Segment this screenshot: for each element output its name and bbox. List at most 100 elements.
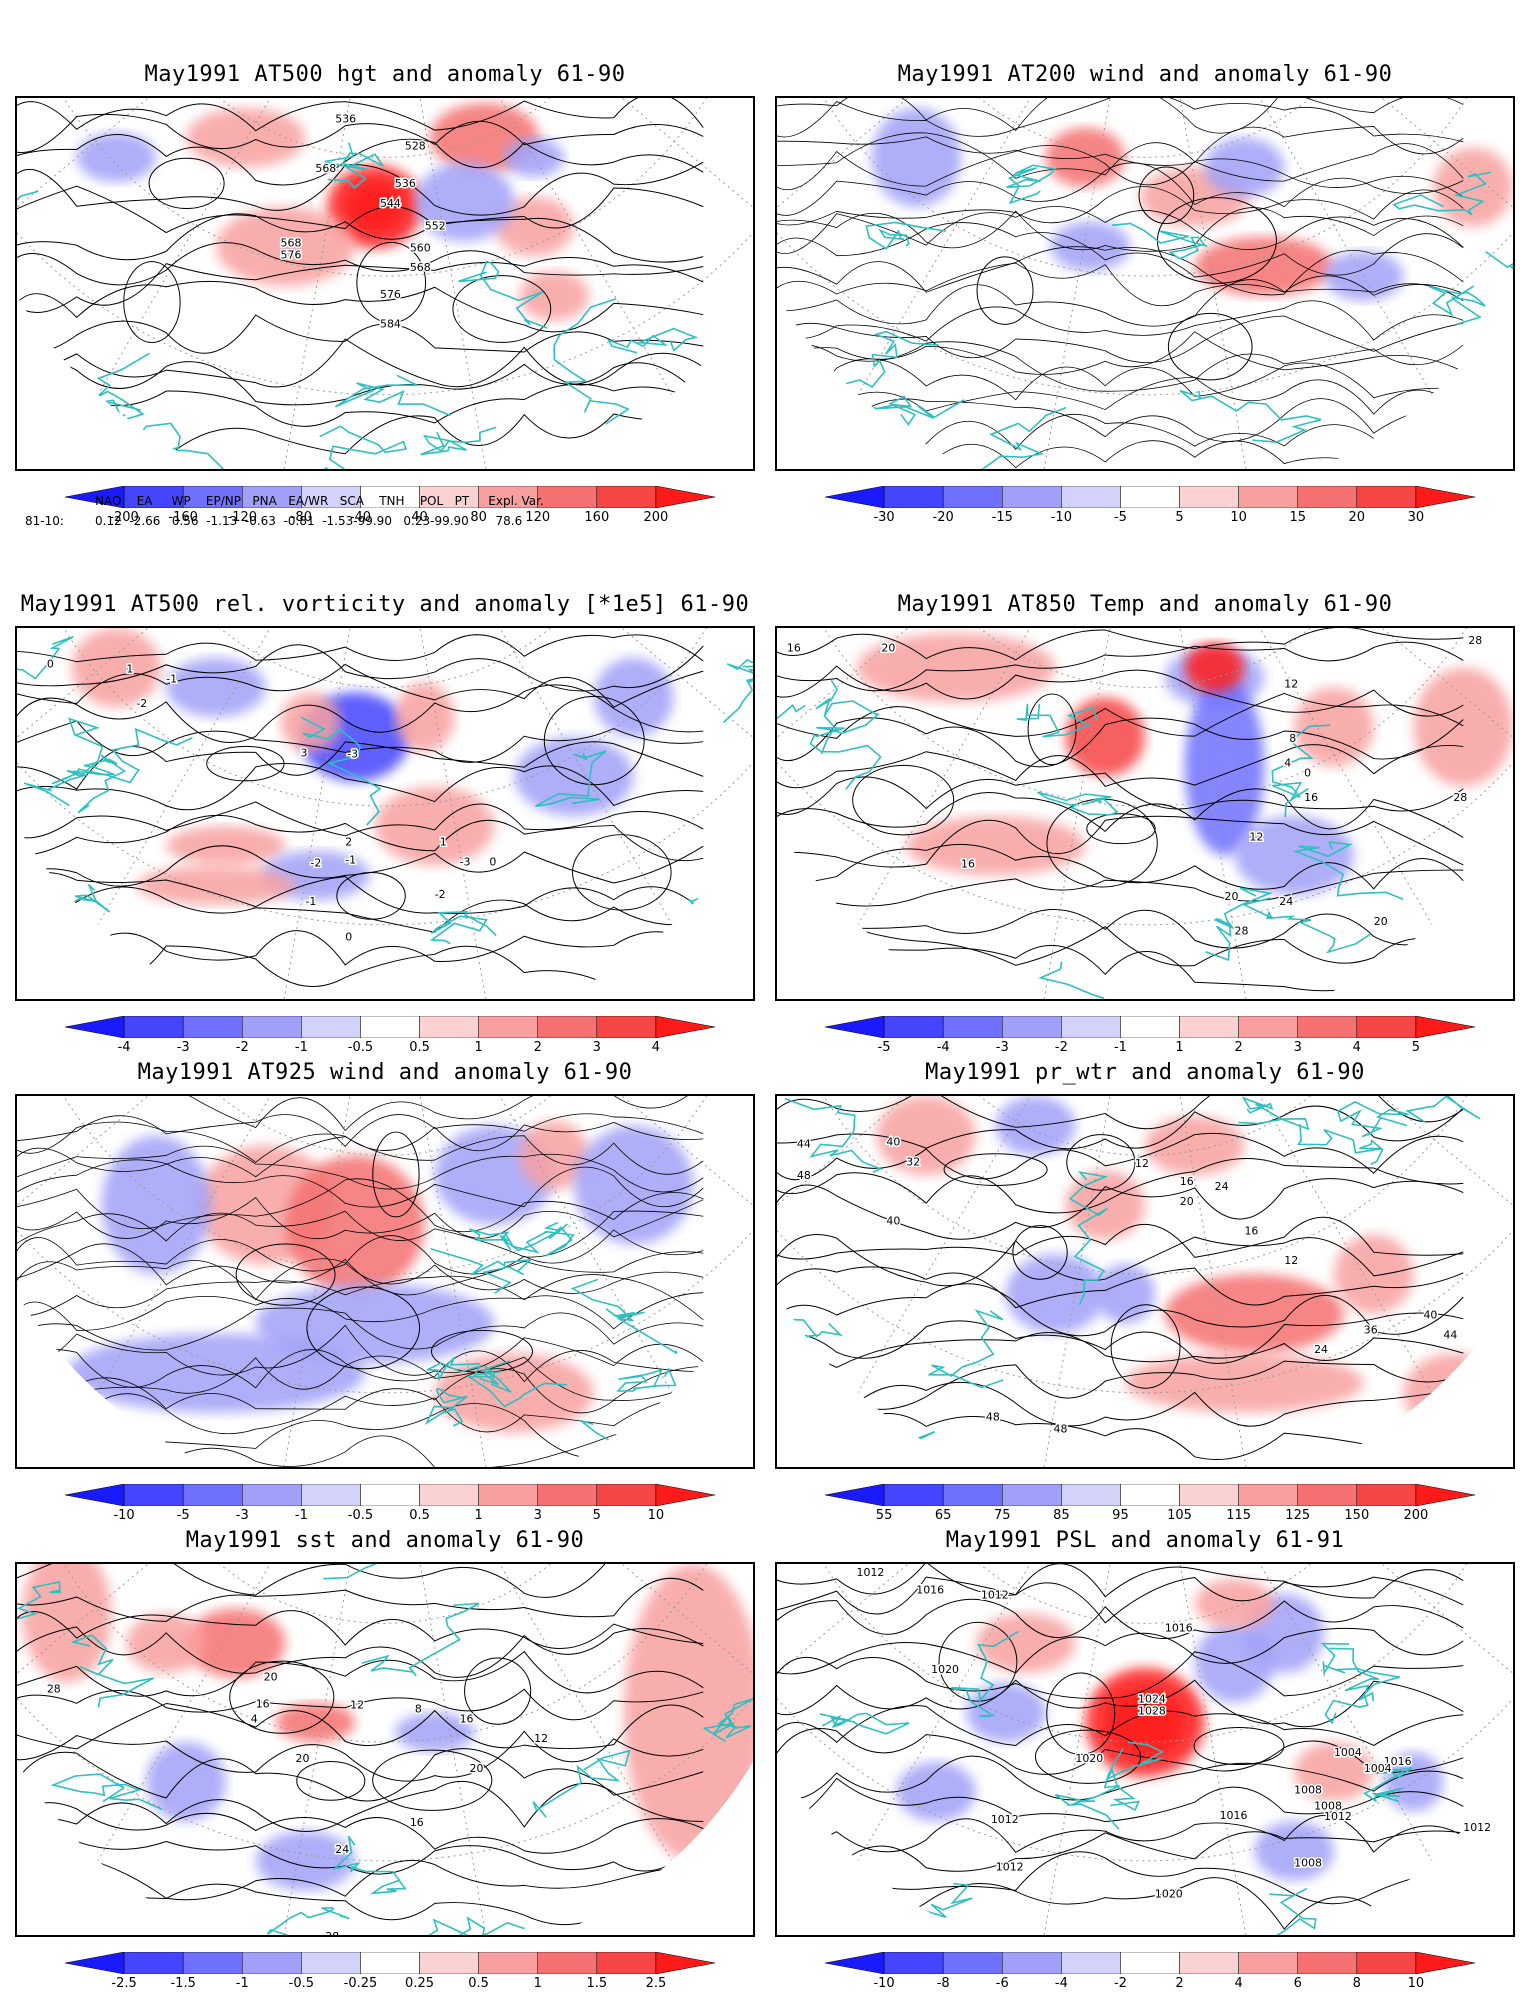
hemisphere-mask	[777, 295, 1513, 469]
contour-line	[17, 886, 704, 933]
streamline	[17, 1355, 704, 1401]
streamline	[17, 1121, 704, 1163]
contour-label: 48	[1053, 1422, 1067, 1435]
closed-contour	[372, 1131, 420, 1218]
anomaly-region	[166, 657, 266, 718]
colorbar-tick-label: -120	[227, 510, 258, 525]
coastline	[606, 327, 699, 354]
anomaly-region	[896, 1761, 976, 1822]
colorbar-swatch	[182, 1952, 243, 1974]
colorbar-tick-label: 3	[533, 1508, 542, 1523]
contour-label: 568	[410, 261, 431, 274]
meridian-line	[283, 628, 351, 999]
coastline	[1293, 841, 1404, 901]
coastline	[553, 297, 630, 425]
contour-line	[17, 213, 704, 263]
closed-contour	[356, 241, 427, 324]
coastline	[1392, 171, 1491, 216]
contour-label: 3	[300, 747, 307, 760]
map-frame	[775, 96, 1515, 471]
colorbar-swatch	[182, 1484, 243, 1506]
contour-label: 0	[489, 855, 496, 868]
colorbar-tick-label: 10	[1407, 1976, 1425, 1991]
contour-line	[17, 762, 704, 811]
anomaly-region	[1294, 1742, 1374, 1802]
contour-label: 1004	[1364, 1762, 1392, 1775]
streamline	[777, 331, 1464, 375]
colorbar-swatch	[65, 1016, 125, 1038]
colorbar-tick-label: 0.25	[405, 1976, 435, 1991]
contour-line	[777, 1234, 1464, 1287]
contour-line	[17, 930, 704, 966]
anomaly-region	[1095, 1264, 1155, 1324]
panel-200wind: May1991 AT200 wind and anomaly 61-90 -30-…	[775, 62, 1515, 532]
colorbar-tick-label: 55	[875, 1508, 893, 1523]
contour-label: 24	[335, 1843, 349, 1856]
coastline	[51, 727, 193, 785]
map-frame: 1012 1016 1012 1020 1024 1028 1016 1020 1016 1012…	[775, 1562, 1515, 1937]
contour-line	[17, 185, 704, 234]
latitude-circle	[979, 628, 1311, 688]
colorbar-swatch	[883, 1484, 944, 1506]
anomaly-region	[136, 865, 296, 906]
contour-line	[17, 256, 704, 314]
coastline	[466, 1360, 568, 1408]
colorbar-swatch	[360, 1016, 420, 1038]
contour-label: 20	[1180, 1195, 1194, 1208]
coastline	[702, 1697, 753, 1743]
coastline	[1105, 1741, 1164, 1812]
map-frame: 16 20 28 12 8 4 0 16 12 16 28 20 24 20 28	[775, 626, 1515, 1001]
colorbar-tick-label: -3	[995, 1040, 1009, 1055]
contour-line	[777, 1096, 1464, 1130]
map-frame: 403244484012162024161224364044484848	[775, 1094, 1515, 1469]
contour-label: -1	[166, 672, 177, 685]
streamline	[777, 341, 1464, 392]
contour-label: 16	[1180, 1175, 1194, 1188]
contour-label: 1020	[931, 1663, 959, 1676]
colorbar-swatch	[242, 1484, 302, 1506]
colorbar-tick-label: -0.5	[347, 1040, 374, 1055]
anomaly-region	[345, 181, 405, 233]
map-frame: 536 528 568 536 544 552 568 576 560 568 576 584	[15, 96, 755, 471]
coastline	[809, 715, 882, 790]
panel-500vort: May1991 AT500 rel. vorticity and anomaly…	[15, 592, 755, 1062]
contour-line	[17, 1780, 704, 1832]
contour-label: 48	[986, 1411, 1000, 1424]
colorbar-swatch	[883, 1016, 944, 1038]
contour-label: 0	[47, 658, 54, 671]
colorbar-swatch	[1179, 1016, 1239, 1038]
colorbar-tick-label: 105	[1167, 1508, 1192, 1523]
colorbar-tick-label: 4	[651, 1040, 661, 1055]
contour-label: 20	[1374, 915, 1388, 928]
colorbar-swatch	[596, 1016, 657, 1038]
coastline	[777, 704, 806, 720]
contour-label: 20	[1225, 890, 1239, 903]
closed-contour	[123, 261, 181, 344]
colorbar-tick-label: -80	[290, 510, 312, 525]
streamline	[777, 376, 1464, 416]
contour-line	[17, 720, 704, 763]
contour-label: -1	[345, 853, 356, 866]
anomaly-region	[76, 132, 157, 183]
latitude-circle	[219, 98, 551, 158]
colorbar	[65, 1484, 715, 1506]
anomaly-region	[1065, 1170, 1145, 1240]
contour-line	[777, 815, 1464, 868]
contour-label: 36	[1364, 1323, 1378, 1336]
colorbar-tick-label: -1	[1113, 1040, 1127, 1055]
colorbar-tick-label: 160	[584, 510, 610, 525]
colorbar-tick-label: -3	[235, 1508, 249, 1523]
anomaly-region	[126, 1613, 206, 1673]
panel-prwtr: May1991 pr_wtr and anomaly 61-90 40 32 44 48…	[775, 1060, 1515, 1530]
contour-line	[17, 1802, 704, 1854]
contour-line	[17, 1626, 704, 1678]
streamline	[777, 126, 1464, 166]
closed-contour	[938, 1621, 1018, 1702]
anomaly-region	[856, 632, 1056, 703]
contour-label: 28	[1235, 925, 1249, 938]
panel-title: May1991 AT850 Temp and anomaly 61-90	[897, 592, 1393, 617]
colorbar-swatch	[1297, 486, 1358, 508]
contour-line	[17, 1650, 704, 1697]
contour-label: 584	[380, 318, 401, 331]
contour-label: 16	[460, 1712, 474, 1725]
